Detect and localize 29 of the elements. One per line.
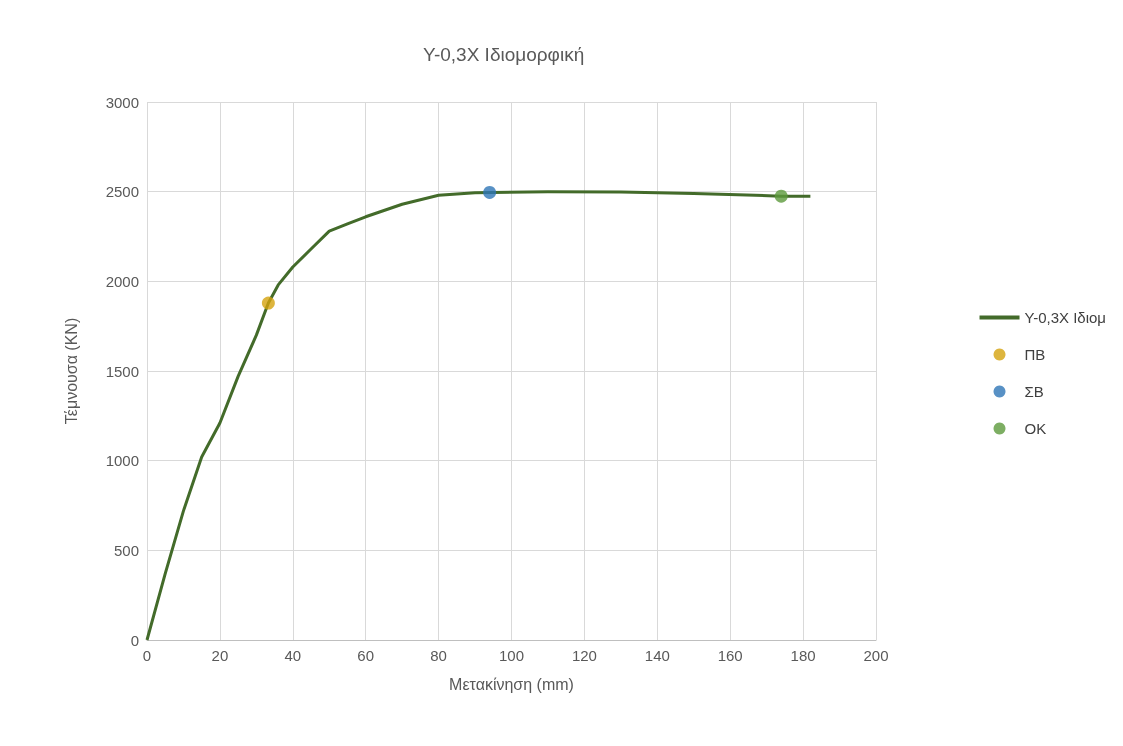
- y-tick-label: 0: [130, 631, 139, 649]
- line-series: [145, 190, 812, 642]
- y-tick-label: 2500: [105, 183, 139, 201]
- y-axis-title: Τέμνουσα (KN): [62, 317, 80, 425]
- y-tick-label: 3000: [105, 93, 139, 111]
- x-tick-label: 60: [357, 647, 375, 664]
- x-tick-label: 160: [717, 647, 743, 664]
- point: [774, 189, 788, 203]
- legend-label: ΟΚ: [1024, 420, 1047, 437]
- x-tick-label: 20: [211, 647, 229, 664]
- y-tick-label: 1000: [105, 452, 139, 470]
- y-tick-label: 500: [113, 541, 139, 559]
- x-tick-label: 40: [284, 647, 302, 664]
- x-tick-label: 80: [430, 647, 447, 664]
- legend-label: ΠΒ: [1024, 346, 1046, 363]
- x-tick-label: 140: [644, 647, 670, 664]
- x-tick-label: 120: [571, 647, 597, 664]
- x-tick-label: 100: [498, 647, 525, 664]
- legend-label: Y-0,3X Ιδιομ: [1024, 309, 1106, 326]
- legend-label: ΣΒ: [1024, 383, 1044, 400]
- x-tick-label: 200: [863, 647, 889, 664]
- point: [261, 296, 275, 310]
- x-axis-title: Μετακίνηση (mm): [449, 675, 574, 693]
- point: [483, 185, 497, 199]
- y-tick-label: 2000: [105, 272, 139, 290]
- x-tick-label: 0: [142, 647, 152, 664]
- chart-title: Y-0,3X Ιδιομορφική: [423, 44, 585, 65]
- y-tick-label: 1500: [105, 362, 139, 380]
- x-tick-label: 180: [790, 647, 816, 664]
